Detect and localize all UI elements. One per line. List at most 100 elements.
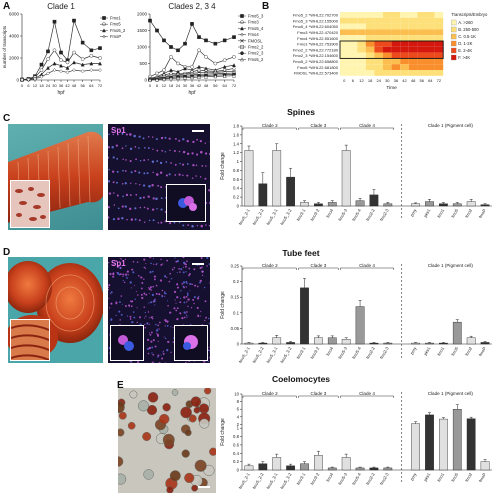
heatmap-cell	[434, 58, 444, 65]
stain-dot	[108, 192, 112, 195]
stain-dot	[171, 268, 174, 271]
stain-dot	[145, 315, 147, 317]
stain-dot	[162, 352, 165, 355]
stain-dot	[179, 162, 181, 165]
stain-dot	[198, 295, 200, 298]
stain-dot	[138, 147, 140, 149]
heatmap-cell	[426, 70, 435, 76]
heatmap-cell	[400, 70, 409, 76]
stain-dot	[121, 147, 124, 150]
bar	[341, 457, 351, 471]
stain-dot	[169, 149, 171, 152]
stain-dot	[142, 137, 145, 140]
stain-dot	[204, 319, 206, 322]
stain-dot	[139, 316, 142, 319]
stain-dot	[108, 216, 110, 219]
coelomocyte-cell	[129, 390, 138, 399]
stain-dot	[148, 219, 151, 222]
heatmap-cell	[408, 41, 418, 47]
heatmap-cell	[417, 23, 426, 30]
x-tick-label: fmo5_3-2	[279, 207, 293, 225]
data-point	[80, 57, 85, 61]
coelomocyte-cell	[118, 411, 127, 420]
stain-dot	[150, 262, 152, 265]
bar	[327, 202, 337, 207]
stain-dot	[132, 311, 135, 313]
stain-dot	[136, 307, 138, 309]
stain-dot	[131, 268, 134, 271]
stain-dot	[204, 142, 207, 144]
heatmap-cell	[391, 58, 401, 65]
stain-dot	[134, 207, 137, 210]
heatmap-cell	[434, 41, 444, 47]
heatmap-cell	[408, 52, 418, 59]
legend-swatch	[451, 54, 457, 61]
stain-dot	[126, 270, 129, 273]
stain-dot	[201, 274, 204, 276]
y-tick-label: 0.8	[233, 168, 240, 173]
heatmap-cell	[408, 46, 418, 53]
data-point	[52, 61, 57, 66]
stain-dot	[182, 224, 185, 227]
bar	[300, 202, 309, 207]
stain-dot	[203, 360, 206, 363]
y-tick-label: 2000	[9, 56, 20, 61]
x-tick-label: 18	[39, 83, 44, 88]
bar	[327, 337, 337, 345]
coelomocyte-cell	[190, 396, 202, 407]
stain-dot	[112, 170, 115, 173]
stain-dot	[156, 263, 158, 265]
stain-dot	[151, 136, 154, 138]
panel-b-label: B	[262, 1, 270, 12]
data-point	[98, 46, 102, 50]
stain-dot	[130, 287, 132, 289]
scale-bar	[198, 486, 210, 488]
x-tick-label: 12	[33, 83, 38, 88]
heatmap-row-label: Fmo5_2 *WHL22.702700	[293, 13, 339, 18]
coelomocyte-cell	[118, 428, 125, 437]
stain-c-label: Sp1	[111, 126, 126, 135]
stain-dot	[143, 278, 145, 281]
heatmap-cell	[434, 23, 444, 30]
stain-dot	[176, 296, 179, 299]
heatmap-row-label: Fmo5_3 *WHL22.155000	[293, 18, 339, 23]
data-point	[155, 28, 159, 33]
heatmap-cell	[408, 23, 418, 30]
data-point	[59, 69, 63, 74]
bar	[466, 337, 476, 345]
stain-dot	[205, 316, 207, 319]
stain-dot	[149, 257, 152, 259]
heatmap-cell	[340, 46, 349, 53]
x-tick-label: 0	[149, 83, 152, 88]
data-point	[46, 57, 50, 61]
x-tick-label: fmo5_3-1	[265, 345, 279, 363]
stain-dot	[122, 169, 124, 172]
stain-dot	[142, 196, 145, 199]
stain-dot	[153, 275, 157, 278]
stain-dot	[186, 163, 189, 165]
y-tick-label: 10	[234, 392, 239, 397]
x-tick-label: fmo5-4	[351, 471, 362, 485]
stain-dot	[201, 164, 204, 167]
x-tick-label: pks1	[423, 207, 432, 218]
stain-dot	[184, 265, 187, 268]
x-tick-label: 48	[72, 83, 77, 88]
legend-label: D. 1-2K	[458, 41, 472, 46]
stain-dot	[208, 322, 210, 325]
heatmap-x-axis-label: Time	[386, 85, 397, 91]
stain-dot	[117, 207, 120, 210]
heatmap-cell	[340, 41, 349, 47]
legend-swatch	[451, 40, 457, 47]
stain-dot	[196, 153, 199, 156]
group-bracket	[339, 395, 395, 398]
x-tick-label: pmy	[409, 345, 418, 355]
heatmap-cell	[434, 70, 444, 76]
stain-dot	[110, 291, 113, 294]
stain-dot	[195, 164, 198, 167]
stain-dot	[208, 152, 210, 156]
stain-dot	[208, 224, 210, 227]
stain-dot	[112, 272, 115, 274]
x-tick-label: 36	[59, 83, 64, 88]
stain-dot	[144, 267, 147, 269]
